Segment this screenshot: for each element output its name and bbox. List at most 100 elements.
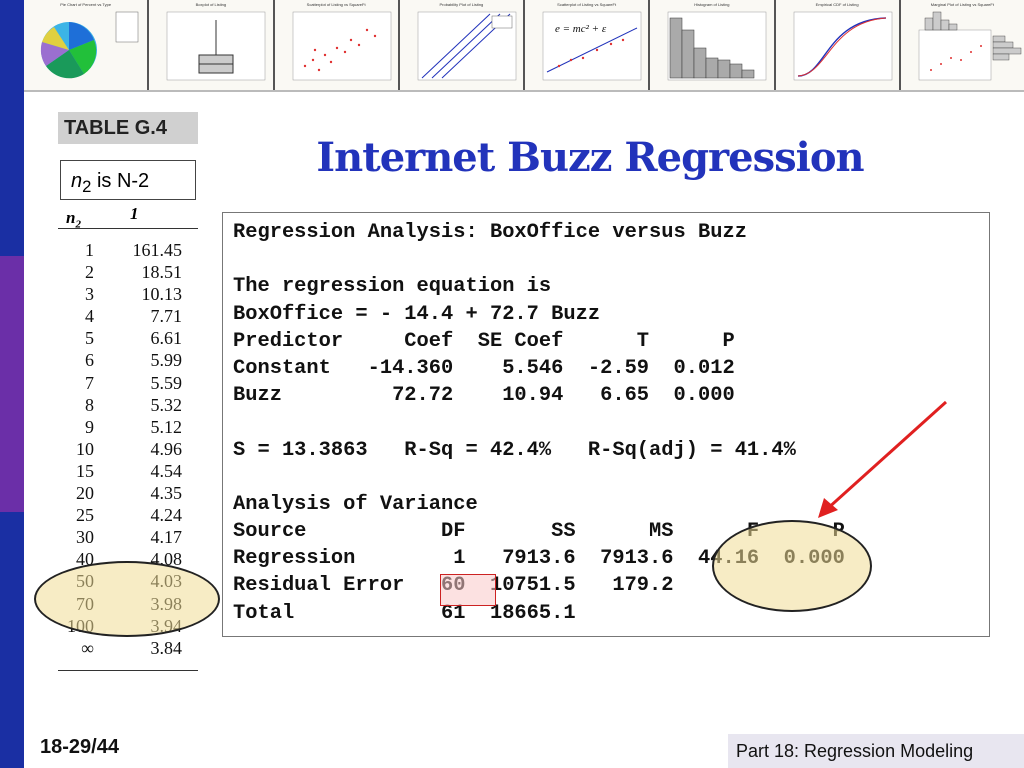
column-header-n2: n2 <box>66 208 81 231</box>
table-row: 25 4.24 <box>58 505 198 527</box>
probability-plot-icon <box>417 11 516 81</box>
thumbnail-marginal-plot: Marginal Plot of Listing vs SquareFt <box>900 0 1024 90</box>
output-line: BoxOffice = - 14.4 + 72.7 Buzz <box>233 302 601 326</box>
side-stripe-top <box>0 0 24 256</box>
thumbnail-title: Scatterplot of Listing vs SquareFt <box>557 2 617 7</box>
table-row: 4 7.71 <box>58 306 198 328</box>
table-row: 7 5.59 <box>58 373 198 395</box>
table-cell-value: 5.99 <box>150 350 183 371</box>
table-cell-value: 4.54 <box>150 460 183 481</box>
callout-variable: n <box>71 170 83 192</box>
table-cell-n2: 1 <box>85 240 94 260</box>
output-line: Regression Analysis: BoxOffice versus Bu… <box>233 221 747 244</box>
table-row: 5 6.61 <box>58 328 198 350</box>
thumbnail-title: Probability Plot of Listing <box>439 2 484 7</box>
table-row: 10 4.96 <box>58 439 198 461</box>
thumbnail-histogram: Histogram of Listing <box>650 0 776 90</box>
table-cell-value: 161.45 <box>132 240 183 260</box>
table-row: 30 4.17 <box>58 527 198 549</box>
boxplot-icon <box>167 11 266 81</box>
callout-subscript: 2 <box>82 177 92 196</box>
thumbnail-equation: e = mc² + ε <box>555 23 607 35</box>
output-line <box>233 246 845 273</box>
table-cell-value: 10.13 <box>141 284 183 305</box>
histogram-icon <box>668 11 767 81</box>
table-cell-value: 5.32 <box>150 394 183 415</box>
table-cell-n2: 10 <box>76 438 94 459</box>
table-cell-value: 4.24 <box>150 505 183 526</box>
table-cell-n2: 15 <box>76 460 94 481</box>
table-cell-value: 4.35 <box>150 483 183 504</box>
thumbnail-empirical-cdf: Empirical CDF of Listing <box>775 0 901 90</box>
table-highlight-ellipse <box>34 561 220 637</box>
table-cell-n2: 25 <box>76 505 94 526</box>
residual-df-highlight-box <box>440 574 496 606</box>
output-line: Buzz 72.72 10.94 6.65 0.000 <box>233 384 735 408</box>
table-cell-value: 3.84 <box>150 637 183 658</box>
side-stripe-bottom <box>0 512 24 768</box>
table-row: 15 4.54 <box>58 461 198 483</box>
output-line: Total 61 18665.1 <box>233 601 576 625</box>
slide-title: Internet Buzz Regression <box>316 134 864 181</box>
scatterplot-icon <box>292 11 391 81</box>
table-cell-value: 7.71 <box>150 306 183 327</box>
output-line <box>233 409 845 436</box>
table-cell-n2: 4 <box>85 306 94 327</box>
scatter-fit-icon: e = mc² + ε <box>542 11 642 81</box>
table-cell-n2: ∞ <box>81 637 94 658</box>
table-cell-n2: 20 <box>76 483 94 504</box>
table-cell-value: 5.59 <box>150 372 183 393</box>
output-line: The regression equation is <box>233 275 552 299</box>
thumbnail-title: Histogram of Listing <box>694 2 730 7</box>
table-row: 20 4.35 <box>58 483 198 505</box>
thumbnail-title: Pie Chart of Percent vs Type <box>60 2 112 7</box>
table-cell-n2: 8 <box>85 394 94 415</box>
table-row: 8 5.32 <box>58 395 198 417</box>
cdf-icon <box>793 11 892 81</box>
output-line <box>233 464 845 491</box>
output-line: Predictor Coef SE Coef T P <box>233 329 735 353</box>
table-cell-n2: 2 <box>85 262 94 283</box>
thumbnail-title: Scatterplot of Listing vs SquareFt <box>306 2 366 7</box>
table-header: n2 1 <box>58 204 198 231</box>
table-row: 6 5.99 <box>58 350 198 372</box>
table-cell-n2: 3 <box>85 284 94 305</box>
table-cell-n2: 7 <box>85 372 94 393</box>
thumbnail-title: Empirical CDF of Listing <box>815 2 859 7</box>
table-cell-value: 18.51 <box>141 262 183 283</box>
thumbnail-strip: Pie Chart of Percent vs Type Boxplot of … <box>24 0 1024 92</box>
thumbnail-scatterplot: Scatterplot of Listing vs SquareFt <box>274 0 400 90</box>
pie-chart-icon <box>40 11 139 79</box>
table-cell-n2: 9 <box>85 416 94 437</box>
table-row: 2 18.51 <box>58 262 198 284</box>
thumbnail-pie-chart: Pie Chart of Percent vs Type <box>24 0 150 90</box>
regression-output-text: Regression Analysis: BoxOffice versus Bu… <box>233 219 845 627</box>
thumbnail-title: Boxplot of Listing <box>195 2 227 7</box>
table-cell-value: 4.17 <box>150 527 183 548</box>
thumbnail-boxplot: Boxplot of Listing <box>149 0 275 90</box>
table-row: 1 161.45 <box>58 240 198 262</box>
table-row: ∞ 3.84 <box>58 638 198 660</box>
table-cell-value: 4.96 <box>150 438 183 459</box>
table-cell-n2: 5 <box>85 328 94 349</box>
output-line: Analysis of Variance <box>233 492 478 516</box>
n2-callout: n2 is N-2 <box>60 160 196 200</box>
side-stripe-middle <box>0 256 24 512</box>
callout-text: is N-2 <box>91 170 150 192</box>
thumbnail-scatter-with-equation: Scatterplot of Listing vs SquareFt e = m… <box>525 0 651 90</box>
table-row: 9 5.12 <box>58 417 198 439</box>
red-arrow-icon <box>818 400 948 518</box>
thumbnail-title: Marginal Plot of Listing vs SquareFt <box>930 2 994 7</box>
output-line: Constant -14.360 5.546 -2.59 0.012 <box>233 356 735 380</box>
table-cell-n2: 30 <box>76 527 94 548</box>
table-cell-value: 5.12 <box>150 416 183 437</box>
f-statistic-highlight-ellipse <box>712 520 872 612</box>
table-cell-n2: 6 <box>85 350 94 371</box>
table-cell-value: 6.61 <box>150 328 183 349</box>
output-line: S = 13.3863 R-Sq = 42.4% R-Sq(adj) = 41.… <box>233 438 796 462</box>
slide-number: 18-29/44 <box>40 736 119 758</box>
thumbnail-probability-plot: Probability Plot of Listing <box>399 0 525 90</box>
column-header-1: 1 <box>130 204 139 223</box>
marginal-plot-icon <box>918 11 1021 81</box>
table-row: 3 10.13 <box>58 284 198 306</box>
